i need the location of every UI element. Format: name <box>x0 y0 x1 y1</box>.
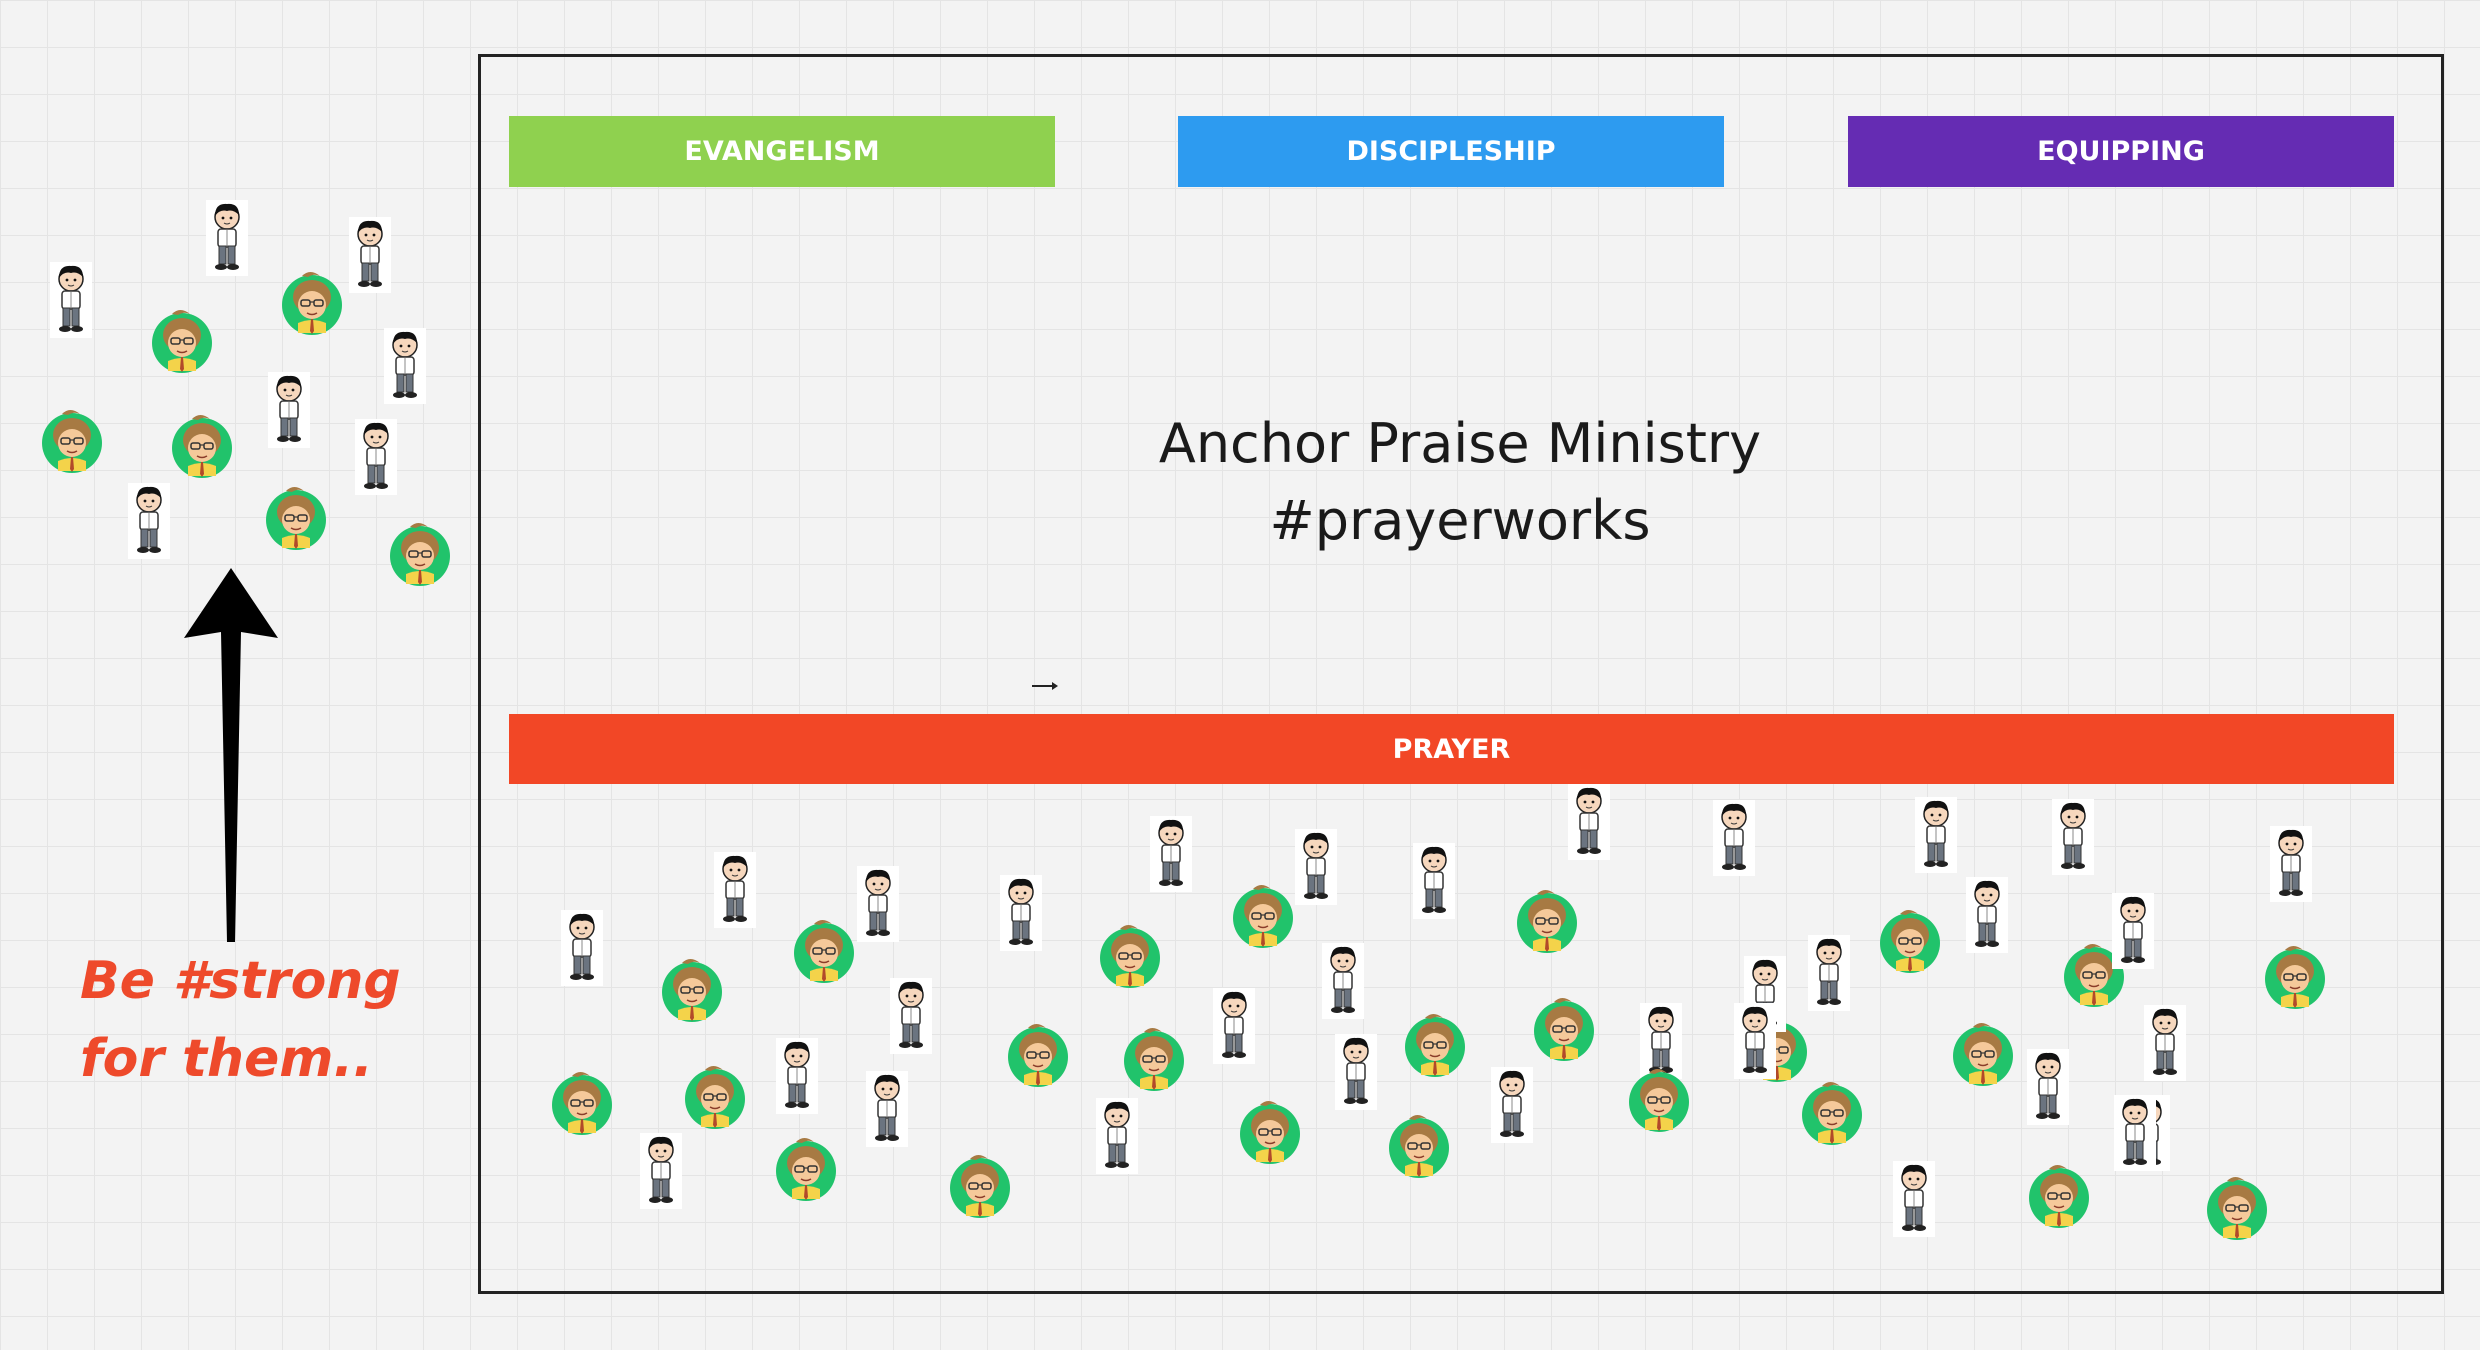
boy-sticker-icon[interactable] <box>1491 1067 1533 1143</box>
prayer-label: PRAYER <box>1392 733 1511 765</box>
boy-sticker-icon[interactable] <box>1568 784 1610 860</box>
boy-sticker-icon[interactable] <box>561 910 603 986</box>
evangelism-banner[interactable]: EVANGELISM <box>509 116 1055 187</box>
boy-sticker-icon[interactable] <box>50 262 92 338</box>
caption-line-2[interactable]: for them.. <box>80 1029 373 1089</box>
woman-avatar-icon[interactable] <box>1238 1096 1302 1166</box>
woman-avatar-icon[interactable] <box>1098 920 1162 990</box>
ministry-title[interactable]: Anchor Praise Ministry <box>1158 412 1762 475</box>
boy-sticker-icon[interactable] <box>1893 1161 1935 1237</box>
boy-sticker-icon[interactable] <box>714 852 756 928</box>
woman-avatar-icon[interactable] <box>1006 1019 1070 1089</box>
woman-avatar-icon[interactable] <box>792 915 856 985</box>
boy-sticker-icon[interactable] <box>349 217 391 293</box>
woman-avatar-icon[interactable] <box>774 1133 838 1203</box>
boy-sticker-icon[interactable] <box>2144 1005 2186 1081</box>
boy-sticker-icon[interactable] <box>384 328 426 404</box>
woman-avatar-icon[interactable] <box>150 305 214 375</box>
woman-avatar-icon[interactable] <box>1387 1110 1451 1180</box>
boy-sticker-icon[interactable] <box>776 1038 818 1114</box>
board-frame[interactable] <box>478 54 2444 1294</box>
boy-sticker-icon[interactable] <box>1335 1034 1377 1110</box>
boy-sticker-icon[interactable] <box>1966 877 2008 953</box>
woman-avatar-icon[interactable] <box>1231 880 1295 950</box>
boy-sticker-icon[interactable] <box>1322 943 1364 1019</box>
woman-avatar-icon[interactable] <box>2027 1160 2091 1230</box>
boy-sticker-icon[interactable] <box>1640 1003 1682 1079</box>
boy-sticker-icon[interactable] <box>128 483 170 559</box>
discipleship-label: DISCIPLESHIP <box>1346 136 1556 167</box>
boy-sticker-icon[interactable] <box>1096 1098 1138 1174</box>
woman-avatar-icon[interactable] <box>683 1061 747 1131</box>
equipping-banner[interactable]: EQUIPPING <box>1848 116 2394 187</box>
boy-sticker-icon[interactable] <box>1734 1003 1776 1079</box>
up-arrow-icon[interactable] <box>178 560 284 946</box>
woman-avatar-icon[interactable] <box>2205 1172 2269 1242</box>
woman-avatar-icon[interactable] <box>660 954 724 1024</box>
woman-avatar-icon[interactable] <box>280 267 344 337</box>
boy-sticker-icon[interactable] <box>1295 829 1337 905</box>
prayer-banner[interactable]: PRAYER <box>509 714 2394 784</box>
discipleship-banner[interactable]: DISCIPLESHIP <box>1178 116 1724 187</box>
woman-avatar-icon[interactable] <box>1951 1018 2015 1088</box>
woman-avatar-icon[interactable] <box>40 405 104 475</box>
woman-avatar-icon[interactable] <box>2062 939 2126 1009</box>
boy-sticker-icon[interactable] <box>2027 1049 2069 1125</box>
boy-sticker-icon[interactable] <box>1150 816 1192 892</box>
woman-avatar-icon[interactable] <box>1800 1077 1864 1147</box>
boy-sticker-icon[interactable] <box>1713 800 1755 876</box>
woman-avatar-icon[interactable] <box>550 1067 614 1137</box>
woman-avatar-icon[interactable] <box>1403 1009 1467 1079</box>
boy-sticker-icon[interactable] <box>640 1133 682 1209</box>
boy-sticker-icon[interactable] <box>1915 797 1957 873</box>
boy-sticker-icon[interactable] <box>268 372 310 448</box>
boy-sticker-icon[interactable] <box>890 978 932 1054</box>
woman-avatar-icon[interactable] <box>388 518 452 588</box>
woman-avatar-icon[interactable] <box>170 410 234 480</box>
boy-sticker-icon[interactable] <box>206 200 248 276</box>
woman-avatar-icon[interactable] <box>1532 993 1596 1063</box>
woman-avatar-icon[interactable] <box>2263 941 2327 1011</box>
boy-sticker-icon[interactable] <box>1808 935 1850 1011</box>
ministry-hashtag[interactable]: #prayerworks <box>1269 489 1651 552</box>
boy-sticker-icon[interactable] <box>1000 875 1042 951</box>
evangelism-label: EVANGELISM <box>684 136 880 167</box>
woman-avatar-icon[interactable] <box>1878 905 1942 975</box>
woman-avatar-icon[interactable] <box>948 1150 1012 1220</box>
woman-avatar-icon[interactable] <box>1515 885 1579 955</box>
boy-sticker-icon[interactable] <box>857 866 899 942</box>
woman-avatar-icon[interactable] <box>1122 1023 1186 1093</box>
woman-avatar-icon[interactable] <box>1627 1064 1691 1134</box>
caption-line-1[interactable]: Be #strong <box>80 951 401 1011</box>
boy-sticker-icon[interactable] <box>2270 826 2312 902</box>
woman-avatar-icon[interactable] <box>264 482 328 552</box>
boy-sticker-icon[interactable] <box>866 1071 908 1147</box>
boy-sticker-icon[interactable] <box>1213 988 1255 1064</box>
boy-sticker-icon[interactable] <box>355 419 397 495</box>
boy-sticker-icon[interactable] <box>2112 893 2154 969</box>
small-connector-arrow-icon[interactable] <box>1030 680 1060 692</box>
equipping-label: EQUIPPING <box>2037 136 2205 167</box>
boy-sticker-icon[interactable] <box>2114 1095 2156 1171</box>
boy-sticker-icon[interactable] <box>1413 843 1455 919</box>
boy-sticker-icon[interactable] <box>2052 799 2094 875</box>
